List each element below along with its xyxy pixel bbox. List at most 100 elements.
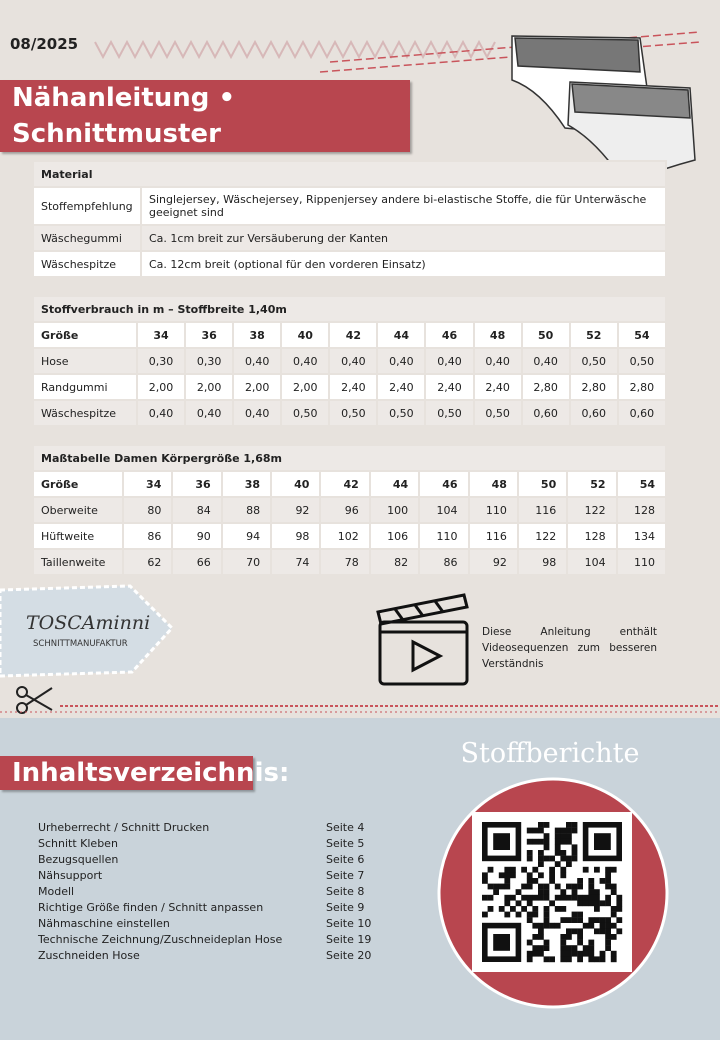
toc-page: Seite 10 [326,917,372,930]
qr-module [566,950,572,957]
row-label: Randgummi [32,373,138,401]
qr-module [560,894,567,901]
qr-module [582,866,589,873]
value-cell: 98 [516,548,569,576]
qr-module [526,917,533,923]
toc-item: Bezugsquellen Seite 6 [38,852,378,868]
value-cell: 0,40 [424,347,475,375]
value-cell: 0,50 [328,399,379,427]
qr-module [493,934,510,951]
header-cell: 38 [232,321,283,349]
value-cell: 0,40 [232,347,283,375]
qr-module [554,827,561,834]
qr-module [504,911,511,918]
value-cell: 2,40 [376,373,427,401]
toc-page: Seite 7 [326,869,365,882]
toc-label: Modell [38,885,75,898]
header-cell: 44 [368,470,421,498]
qr-module [582,900,589,907]
qr-module [538,850,544,856]
qr-module [605,945,611,951]
value-cell: 98 [270,522,322,550]
qr-module [532,922,539,929]
qr-module [543,844,550,851]
qr-module [577,939,583,946]
qr-module [487,906,494,912]
qr-module [566,822,572,828]
value-cell: 0,40 [184,399,235,427]
data-row: Taillenweite 62 66 70 74 78 82 86 92 98 104 110 [32,548,668,576]
qr-module [526,883,533,890]
toc-page: Seite 8 [326,885,365,898]
value-cell: 110 [467,496,519,524]
table-title: Material [32,160,667,188]
toc-page: Seite 20 [326,949,372,962]
qr-module [594,894,600,901]
qr-module [594,833,611,850]
qr-module [582,894,589,901]
value-cell: 2,80 [520,373,571,401]
qr-module [560,850,567,856]
value-cell: 104 [566,548,618,576]
qr-module [549,866,555,873]
qr-module [532,911,539,918]
header-cell: 36 [171,470,223,498]
value-cell: 0,30 [135,347,187,375]
measurements-table: Maßtabelle Damen Körpergröße 1,68m Größe 3… [32,444,668,576]
qr-module [543,883,550,890]
material-label: Wäschegummi [32,224,142,252]
qr-module [605,878,611,884]
qr-module [538,861,544,867]
value-cell: 92 [467,548,519,576]
qr-module [560,872,567,879]
header-cell: 50 [520,321,571,349]
qr-module [538,822,544,828]
value-cell: 122 [566,496,618,524]
qr-module [526,872,533,879]
table-title: Maßtabelle Damen Körpergröße 1,68m [32,444,667,472]
qr-module [515,911,522,918]
qr-module [504,883,511,890]
value-cell: 82 [368,548,421,576]
row-label: Oberweite [32,496,124,524]
value-cell: 104 [418,496,470,524]
toc-list: Urheberrecht / Schnitt Drucken Seite 4 Sch… [38,820,378,964]
toc-item: Nähmaschine einstellen Seite 10 [38,916,378,932]
qr-module [538,827,544,834]
value-cell: 70 [220,548,273,576]
qr-module [526,878,533,884]
qr-module [532,945,539,951]
qr-module [588,956,595,963]
value-cell: 0,60 [616,399,668,427]
toc-label: Schnitt Kleben [38,837,118,850]
toc-label: Technische Zeichnung/Zuschneideplan Hose [38,933,283,946]
qr-module [610,866,617,873]
qr-module [610,934,617,940]
data-row: Wäschespitze 0,40 0,40 0,40 0,50 0,50 0,50 0,50… [32,399,668,427]
qr-module [543,945,550,951]
header-cell: 40 [280,321,331,349]
video-icon [376,593,469,686]
qr-module [538,872,544,879]
material-label: Stoffempfehlung [32,186,142,226]
row-label: Hüftweite [32,522,124,550]
qr-module [594,917,600,923]
data-row: Randgummi 2,00 2,00 2,00 2,00 2,40 2,40 2,40 2,4… [32,373,668,401]
value-cell: 2,00 [232,373,283,401]
value-cell: 0,40 [280,347,331,375]
qr-module [543,833,550,839]
qr-module [526,827,533,834]
header-cell: 52 [568,321,619,349]
qr-module [571,822,578,828]
toc-label: Zuschneiden Hose [38,949,140,962]
qr-module [532,906,539,912]
header-cell: 40 [270,470,322,498]
qr-module [605,934,611,940]
qr-module [566,894,572,901]
qr-module [532,878,539,884]
toc-page: Seite 9 [326,901,365,914]
toc-item: Richtige Größe finden / Schnitt anpassen… [38,900,378,916]
qr-module [588,950,595,957]
material-table: Material Stoffempfehlung Singlejersey, Wäs… [32,160,667,278]
qr-module [560,950,567,957]
